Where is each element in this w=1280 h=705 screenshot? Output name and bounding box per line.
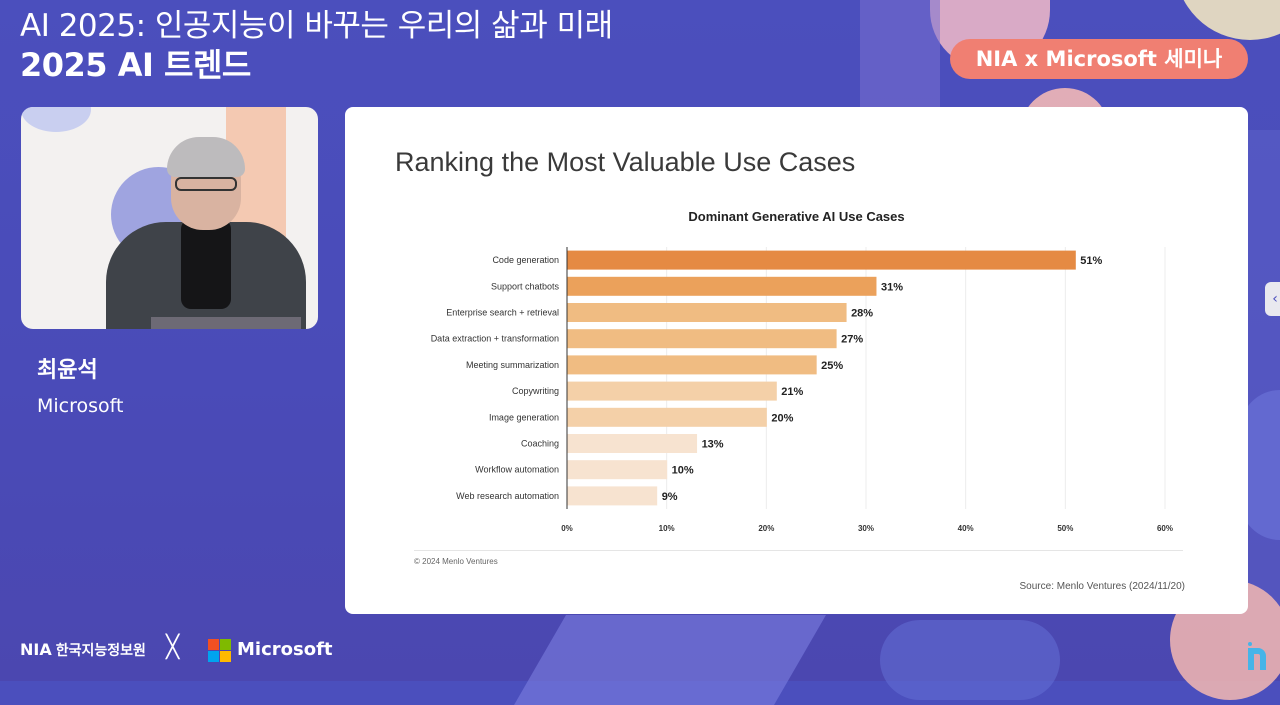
tick-label: 0% xyxy=(561,524,573,533)
background-shape xyxy=(860,0,940,110)
data-label: 31% xyxy=(881,281,903,293)
divider xyxy=(414,550,1183,551)
microsoft-logo-text: Microsoft xyxy=(237,639,333,660)
nia-logo-text: NIA xyxy=(20,640,52,659)
category-label: Copywriting xyxy=(512,386,559,396)
bar xyxy=(567,250,1076,270)
background-shape xyxy=(21,107,91,132)
speaker-video[interactable] xyxy=(21,107,318,329)
category-label: Code generation xyxy=(492,255,559,265)
session-title: AI 2025: 인공지능이 바꾸는 우리의 삶과 미래 xyxy=(20,8,613,44)
nia-logo-subtext: 한국지능정보원 xyxy=(55,643,146,659)
speaker-shirt xyxy=(181,219,231,309)
data-label: 10% xyxy=(672,465,694,477)
seminar-badge: NIA x Microsoft 세미나 xyxy=(950,39,1248,79)
session-subtitle: 2025 AI 트렌드 xyxy=(20,46,251,84)
speaker-hair xyxy=(167,137,245,177)
tick-label: 50% xyxy=(1057,524,1073,533)
category-label: Coaching xyxy=(521,439,559,449)
speaker-glasses xyxy=(175,177,237,191)
data-label: 9% xyxy=(662,491,678,503)
data-label: 28% xyxy=(851,308,873,320)
bar xyxy=(567,460,668,480)
background-shape xyxy=(514,615,826,705)
speaker-organization: Microsoft xyxy=(37,395,124,417)
category-label: Image generation xyxy=(489,412,559,422)
lectern xyxy=(151,317,301,329)
tick-label: 60% xyxy=(1157,524,1173,533)
bar xyxy=(567,434,698,453)
tick-label: 20% xyxy=(758,524,774,533)
data-label: 21% xyxy=(781,386,803,398)
data-label: 13% xyxy=(702,439,724,451)
bar-chart: Code generation 51% Support chatbots 31% Ent… xyxy=(431,247,1173,533)
tick-label: 10% xyxy=(659,524,675,533)
bar xyxy=(567,407,767,427)
data-label: 20% xyxy=(771,412,793,424)
category-label: Support chatbots xyxy=(491,281,560,291)
category-label: Enterprise search + retrieval xyxy=(446,308,559,318)
data-label: 25% xyxy=(821,360,843,372)
presentation-slide: Ranking the Most Valuable Use Cases Domi… xyxy=(345,107,1248,614)
microsoft-logo-icon xyxy=(208,639,231,662)
data-label: 27% xyxy=(841,334,863,346)
category-label: Web research automation xyxy=(456,491,559,501)
bar xyxy=(567,381,777,401)
side-panel-toggle[interactable]: ‹ xyxy=(1265,282,1280,316)
copyright-text: © 2024 Menlo Ventures xyxy=(414,557,498,566)
speaker-name: 최윤석 xyxy=(37,358,98,383)
category-label: Workflow automation xyxy=(475,465,559,475)
bar xyxy=(567,329,837,349)
channel-logo-icon xyxy=(1248,642,1266,670)
cross-separator: ╳ xyxy=(166,635,180,660)
tick-label: 30% xyxy=(858,524,874,533)
slide-title: Ranking the Most Valuable Use Cases xyxy=(395,147,856,177)
source-text: Source: Menlo Ventures (2024/11/20) xyxy=(1019,581,1185,592)
category-label: Meeting summarization xyxy=(466,360,559,370)
chart-title: Dominant Generative AI Use Cases xyxy=(688,209,905,224)
chevron-left-icon: ‹ xyxy=(1272,291,1278,307)
nia-logo: NIA 한국지능정보원 xyxy=(20,640,146,660)
data-label: 51% xyxy=(1080,255,1102,267)
background-shape xyxy=(1175,0,1280,40)
bar xyxy=(567,355,817,375)
background-shape xyxy=(880,620,1060,700)
tick-label: 40% xyxy=(958,524,974,533)
bar xyxy=(567,276,877,296)
category-label: Data extraction + transformation xyxy=(431,334,559,344)
bar xyxy=(567,303,847,322)
bar xyxy=(567,486,658,506)
